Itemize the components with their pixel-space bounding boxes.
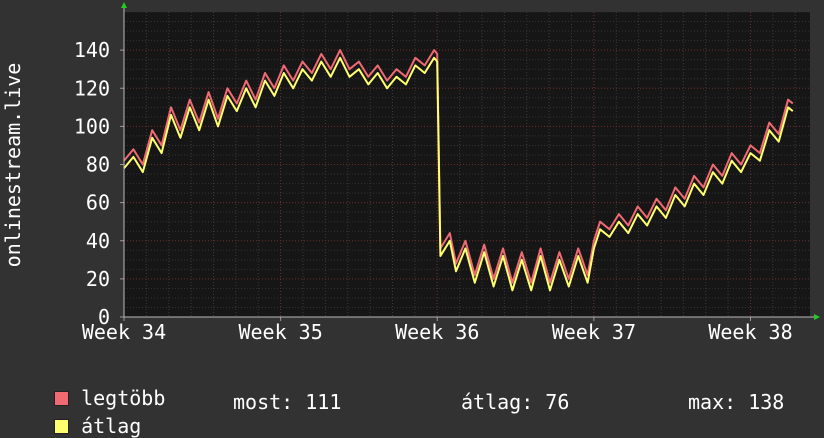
y-tick-label: 120 — [74, 76, 110, 100]
legend-swatch-max — [54, 391, 70, 406]
legend-item-max: legtöbb — [30, 362, 165, 410]
y-tick-label: 60 — [86, 191, 110, 215]
x-tick-label: Week 36 — [395, 320, 479, 344]
series-group — [123, 49, 794, 292]
stat-current: most: 111 — [233, 390, 342, 414]
grid — [123, 11, 810, 318]
x-axis-arrow — [814, 314, 820, 320]
legend-label-avg: átlag — [81, 414, 142, 438]
x-tick-label: Week 35 — [238, 320, 322, 344]
y-tick-label: 0 — [98, 305, 110, 329]
stat-average: átlag: 76 — [461, 390, 570, 414]
x-tick-label: Week 37 — [552, 320, 636, 344]
series-line-atlag — [123, 56, 794, 292]
y-axis-label: onlinestream.live — [1, 63, 25, 268]
legend-label-max: legtöbb — [81, 386, 166, 410]
y-tick-label: 140 — [74, 38, 110, 62]
y-tick-label: 20 — [86, 267, 110, 291]
legend-swatch-avg — [54, 419, 70, 434]
y-axis-arrow — [121, 2, 127, 8]
axes: 0 20 40 60 80 100 120 140 Week 34 Week 35 Week 36 W… — [74, 2, 820, 344]
y-tick-label: 100 — [74, 114, 110, 138]
x-tick-label: Week 38 — [708, 320, 792, 344]
chart: 0 20 40 60 80 100 120 140 Week 34 Week 35 Week 36 W… — [1, 2, 820, 344]
series-line-legtobb — [123, 49, 794, 284]
legend-item-avg: átlag — [30, 390, 141, 438]
y-tick-label: 80 — [86, 153, 110, 177]
y-tick-label: 40 — [86, 229, 110, 253]
x-tick-label: Week 34 — [82, 320, 166, 344]
stat-max: max: 138 — [688, 390, 785, 414]
